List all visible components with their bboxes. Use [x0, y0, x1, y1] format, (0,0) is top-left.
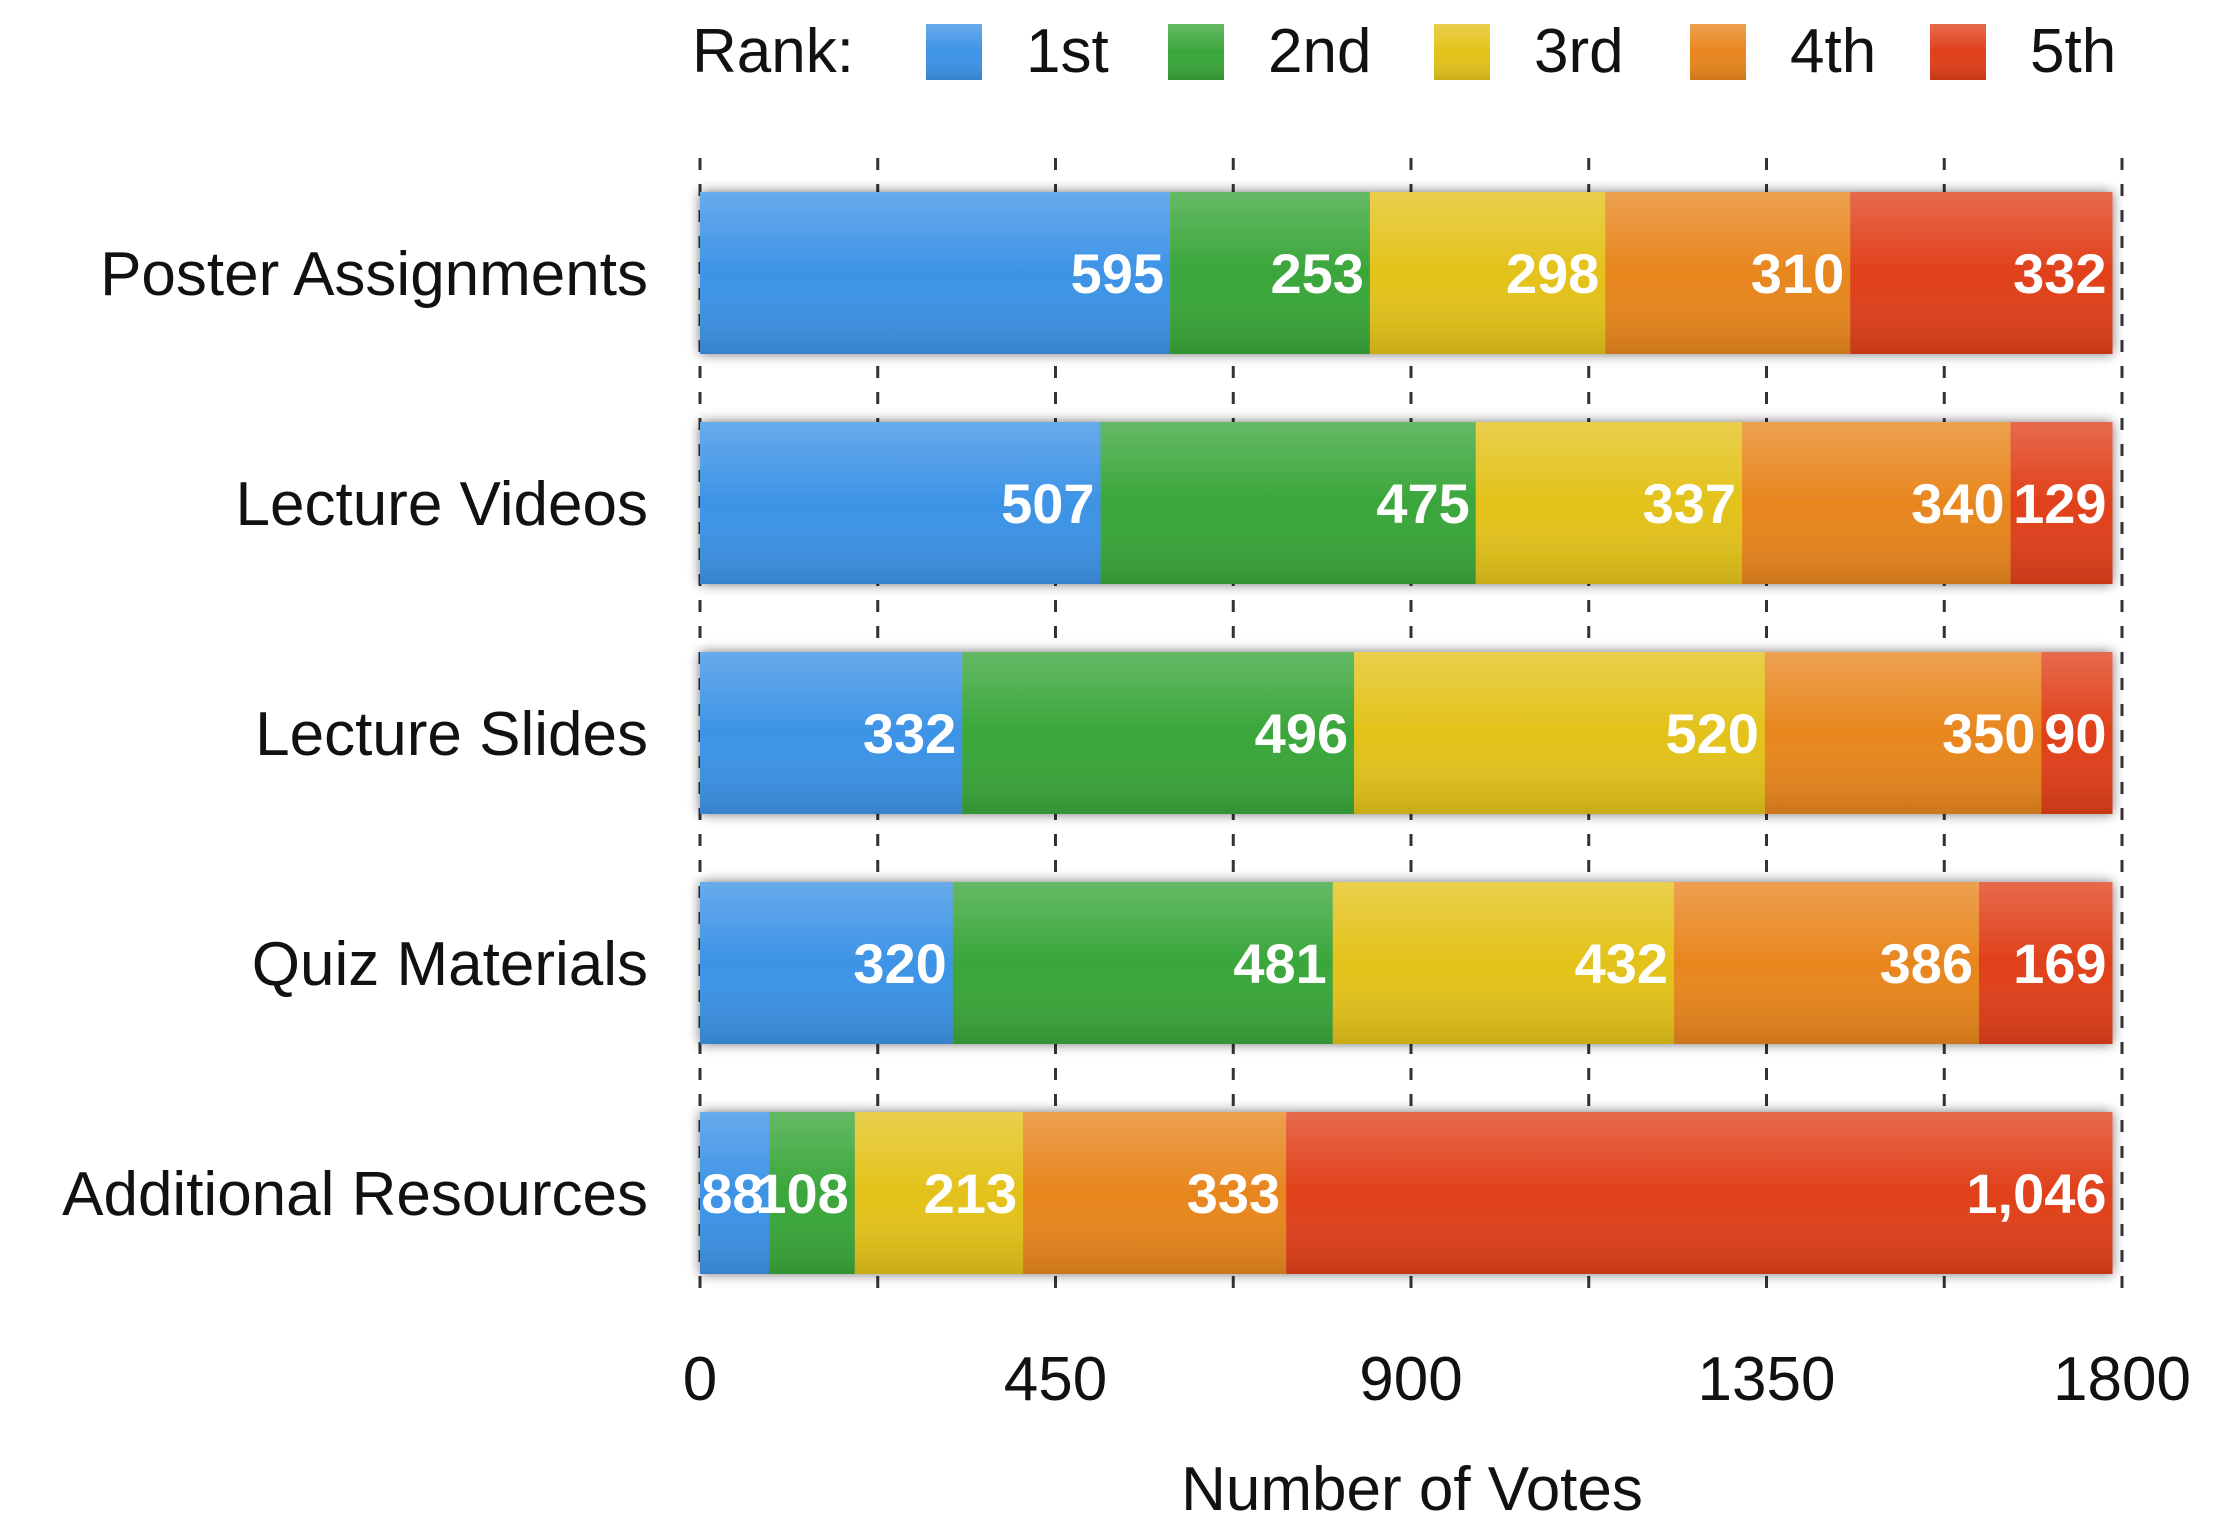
data-label-lecture-slides-3rd: 520 — [1665, 702, 1758, 765]
legend-swatch-2nd — [1168, 24, 1224, 80]
data-label-additional-resources-1st: 88 — [701, 1162, 763, 1225]
data-label-lecture-slides-2nd: 496 — [1255, 702, 1348, 765]
data-label-quiz-materials-1st: 320 — [853, 932, 946, 995]
bar-row-additional-resources — [700, 1112, 2113, 1274]
data-label-lecture-videos-2nd: 475 — [1376, 472, 1469, 535]
data-label-quiz-materials-2nd: 481 — [1233, 932, 1326, 995]
data-label-additional-resources-4th: 333 — [1187, 1162, 1280, 1225]
data-label-additional-resources-5th: 1,046 — [1966, 1162, 2106, 1225]
data-label-lecture-slides-1st: 332 — [863, 702, 956, 765]
category-labels: Poster Assignments Lecture Videos Lecture … — [62, 240, 648, 1229]
legend-label-2nd: 2nd — [1268, 17, 1371, 86]
bar-row-poster-assignments — [700, 192, 2113, 354]
legend-swatch-4th — [1690, 24, 1746, 80]
data-label-quiz-materials-3rd: 432 — [1575, 932, 1668, 995]
data-label-poster-assignments-2nd: 253 — [1270, 242, 1363, 305]
legend-label-5th: 5th — [2030, 17, 2116, 86]
data-label-poster-assignments-1st: 595 — [1071, 242, 1164, 305]
legend-label-3rd: 3rd — [1534, 17, 1624, 86]
data-label-lecture-videos-4th: 340 — [1911, 472, 2004, 535]
category-label-quiz-materials: Quiz Materials — [252, 930, 648, 999]
x-tick-label-0: 0 — [683, 1345, 717, 1414]
data-label-poster-assignments-4th: 310 — [1751, 242, 1844, 305]
x-tick-label-1800: 1800 — [2053, 1345, 2191, 1414]
category-label-additional-resources: Additional Resources — [62, 1160, 648, 1229]
legend-swatch-1st — [926, 24, 982, 80]
data-label-quiz-materials-4th: 386 — [1880, 932, 1973, 995]
x-tick-labels: 0 450 900 1350 1800 — [683, 1345, 2191, 1414]
data-label-lecture-videos-5th: 129 — [2013, 472, 2106, 535]
data-label-lecture-videos-3rd: 337 — [1643, 472, 1736, 535]
x-tick-label-450: 450 — [1004, 1345, 1107, 1414]
data-label-poster-assignments-3rd: 298 — [1506, 242, 1599, 305]
legend-swatch-5th — [1930, 24, 1986, 80]
category-label-lecture-slides: Lecture Slides — [255, 700, 648, 769]
data-label-poster-assignments-5th: 332 — [2013, 242, 2106, 305]
data-label-additional-resources-2nd: 108 — [755, 1162, 848, 1225]
data-label-quiz-materials-5th: 169 — [2013, 932, 2106, 995]
bar-rows: 595 253 298 310 332 507 475 337 340 129 332 496 520 3… — [700, 192, 2113, 1274]
x-axis-title: Number of Votes — [1181, 1455, 1643, 1524]
legend-label-4th: 4th — [1790, 17, 1876, 86]
data-label-additional-resources-3rd: 213 — [924, 1162, 1017, 1225]
category-label-lecture-videos: Lecture Videos — [236, 470, 648, 539]
legend: Rank: 1st 2nd 3rd 4th 5th — [692, 17, 2116, 86]
data-label-lecture-videos-1st: 507 — [1001, 472, 1094, 535]
data-label-lecture-slides-5th: 90 — [2044, 702, 2106, 765]
legend-title: Rank: — [692, 17, 854, 86]
x-tick-label-1350: 1350 — [1698, 1345, 1836, 1414]
legend-swatch-3rd — [1434, 24, 1490, 80]
category-label-poster-assignments: Poster Assignments — [100, 240, 648, 309]
x-tick-label-900: 900 — [1359, 1345, 1462, 1414]
legend-label-1st: 1st — [1026, 17, 1109, 86]
data-label-lecture-slides-4th: 350 — [1942, 702, 2035, 765]
